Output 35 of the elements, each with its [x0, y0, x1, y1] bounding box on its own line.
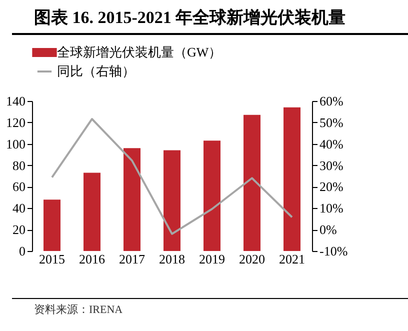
y-tick-label: 40 [12, 200, 26, 216]
y-tick-label: 140 [6, 94, 26, 108]
bar [124, 148, 140, 251]
text: 资料来源：IRENA [12, 298, 408, 317]
y2-tick-label: -10% [320, 244, 348, 258]
y2-tick-label: 30% [320, 158, 344, 173]
legend-label: 同比（右轴） [57, 64, 135, 78]
bar [244, 114, 260, 251]
y2-tick-label: 60% [320, 94, 344, 108]
bar [84, 172, 100, 251]
y-tick-label: 120 [6, 114, 26, 130]
y-tick-label: 0 [19, 244, 26, 258]
y-tick-label: 20 [12, 222, 26, 238]
legend-label: 全球新增光伏装机量（GW） [57, 44, 222, 60]
y2-tick-label: 10% [320, 200, 344, 216]
y2-tick-label: 0% [320, 222, 337, 238]
x-tick-label: 2015 [39, 252, 65, 266]
bar [164, 150, 180, 251]
bar [204, 140, 220, 251]
x-tick-label: 2019 [199, 252, 225, 266]
x-tick-label: 2020 [239, 252, 265, 266]
line-series [51, 118, 293, 235]
x-tick-label: 2021 [279, 252, 305, 266]
bar [284, 107, 300, 251]
x-tick-label: 2017 [119, 252, 146, 266]
bar [44, 200, 60, 251]
x-tick-label: 2018 [159, 252, 185, 266]
y2-tick-label: 20% [320, 179, 344, 194]
y-tick-label: 100 [6, 136, 26, 152]
chart-title: 图表 16. 2015-2021 年全球新增光伏装机量 [12, 0, 408, 35]
y-tick-label: 60 [12, 179, 26, 194]
x-tick-label: 2016 [79, 252, 106, 266]
y-tick-label: 80 [12, 158, 26, 173]
y2-tick-label: 50% [320, 114, 344, 130]
y2-tick-label: 40% [320, 136, 344, 152]
